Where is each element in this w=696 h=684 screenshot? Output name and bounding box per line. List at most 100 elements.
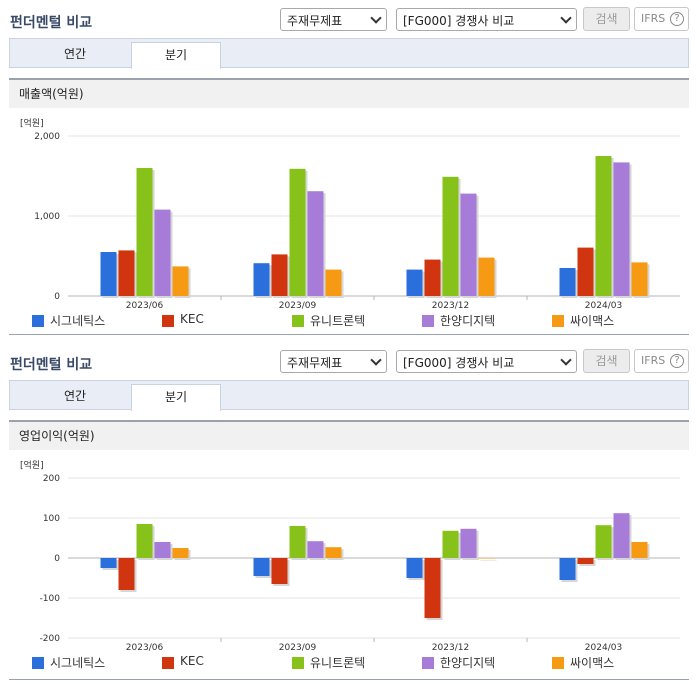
bar — [460, 193, 477, 296]
section-title: 매출액(억원) — [9, 78, 689, 108]
bar — [406, 558, 423, 578]
period-tabs: 연간 분기 — [9, 380, 689, 411]
bar — [289, 526, 306, 558]
x-tick-label: 2024/03 — [585, 301, 622, 311]
bar — [406, 269, 423, 296]
fundamental-panel-operating-profit: 펀더멘털 비교 주재무제표 [FG000] 경쟁사 비교 검색 IFRS ? 연… — [0, 342, 696, 684]
statement-type-value: 주재무제표 — [287, 356, 343, 370]
section-title: 영업이익(억원) — [9, 420, 689, 450]
unit-label: [억원] — [20, 459, 44, 471]
bar — [289, 168, 306, 296]
x-tick-label: 2023/06 — [126, 643, 164, 653]
chart-legend: 시그네틱스 KEC 유니트론텍 한양디지텍 싸이맥스 — [0, 654, 696, 672]
bar — [577, 247, 594, 296]
chevron-down-icon — [560, 354, 572, 366]
panel-header: 펀더멘털 비교 주재무제표 [FG000] 경쟁사 비교 검색 IFRS ? — [0, 342, 696, 380]
unit-label: [억원] — [20, 117, 44, 129]
bar — [100, 252, 117, 296]
bar — [172, 548, 189, 558]
x-tick-label: 2023/12 — [432, 301, 469, 311]
y-tick-label: 0 — [54, 292, 60, 302]
bar — [613, 162, 630, 296]
bar — [100, 558, 117, 568]
bar — [460, 528, 477, 558]
bar — [136, 524, 153, 558]
statement-type-select[interactable]: 주재무제표 — [280, 8, 387, 31]
legend-swatch — [552, 315, 564, 327]
ifrs-label: IFRS — [641, 12, 666, 25]
tab-annual[interactable]: 연간 — [63, 389, 87, 403]
legend-label: KEC — [180, 312, 204, 326]
bar — [559, 268, 576, 296]
chevron-down-icon — [370, 12, 382, 24]
bar — [307, 541, 324, 558]
panel-title: 펀더멘털 비교 — [10, 15, 93, 31]
y-tick-label: -100 — [40, 594, 61, 604]
bar — [595, 525, 612, 558]
tab-quarterly[interactable]: 분기 — [131, 384, 221, 411]
bar — [118, 250, 135, 296]
period-tabs: 연간 분기 — [9, 38, 689, 69]
legend-swatch — [552, 657, 564, 669]
legend-label: 유니트론텍 — [310, 656, 366, 670]
bar — [253, 263, 270, 296]
y-tick-label: 2,000 — [34, 132, 60, 142]
divider — [9, 679, 689, 680]
search-button[interactable]: 검색 — [583, 349, 630, 373]
bar — [424, 259, 441, 296]
bar — [478, 257, 495, 296]
bar — [577, 558, 594, 564]
statement-type-select[interactable]: 주재무제표 — [280, 350, 387, 373]
search-button[interactable]: 검색 — [583, 7, 630, 31]
y-tick-label: -200 — [40, 634, 61, 644]
legend-swatch — [422, 315, 434, 327]
sales-bar-chart: [억원] 0 1,000 2,000 2023/06 2023/09 2023/12 2024… — [20, 117, 680, 311]
legend-label: 싸이맥스 — [570, 656, 615, 670]
legend-label: 싸이맥스 — [570, 314, 615, 328]
legend-label: 시그네틱스 — [50, 314, 106, 328]
help-icon[interactable]: ? — [670, 12, 684, 26]
bar — [325, 547, 342, 558]
chevron-down-icon — [370, 354, 382, 366]
comparison-group-select[interactable]: [FG000] 경쟁사 비교 — [396, 350, 577, 373]
x-tick-label: 2023/12 — [432, 643, 469, 653]
bar — [613, 513, 630, 558]
legend-swatch — [32, 657, 44, 669]
legend-label: KEC — [180, 654, 204, 668]
bar — [136, 168, 153, 296]
x-tick-label: 2024/03 — [585, 643, 622, 653]
ifrs-button[interactable]: IFRS ? — [634, 349, 689, 373]
bar — [271, 558, 288, 584]
bar — [631, 542, 648, 558]
legend-label: 한양디지텍 — [440, 656, 496, 670]
operating-profit-bar-chart: [억원] -200 -100 0 100 200 2023/06 2023/09 2023/12… — [20, 459, 680, 653]
y-tick-label: 200 — [43, 474, 60, 484]
legend-label: 시그네틱스 — [50, 656, 106, 670]
legend-swatch — [292, 657, 304, 669]
legend-label: 한양디지텍 — [440, 314, 496, 328]
comparison-group-value: [FG000] 경쟁사 비교 — [403, 14, 515, 28]
panel-title: 펀더멘털 비교 — [10, 357, 93, 373]
legend-swatch — [32, 315, 44, 327]
bar — [307, 191, 324, 296]
legend-swatch — [162, 657, 174, 669]
bar — [478, 558, 495, 559]
fundamental-panel-sales: 펀더멘털 비교 주재무제표 [FG000] 경쟁사 비교 검색 IFRS ? 연… — [9, 7, 689, 335]
comparison-group-select[interactable]: [FG000] 경쟁사 비교 — [396, 8, 577, 31]
help-icon[interactable]: ? — [670, 354, 684, 368]
bar — [442, 530, 459, 558]
legend-swatch — [292, 315, 304, 327]
bar — [325, 269, 342, 296]
chevron-down-icon — [560, 12, 572, 24]
bar — [118, 558, 135, 590]
y-tick-label: 100 — [43, 514, 60, 524]
y-tick-label: 0 — [54, 554, 60, 564]
x-tick-label: 2023/09 — [279, 301, 317, 311]
x-tick-label: 2023/09 — [279, 643, 317, 653]
tab-quarterly[interactable]: 분기 — [131, 42, 221, 69]
tab-annual[interactable]: 연간 — [63, 47, 87, 61]
bar — [154, 542, 171, 558]
ifrs-button[interactable]: IFRS ? — [634, 7, 689, 31]
bar-shadow — [480, 560, 497, 561]
bar — [172, 266, 189, 296]
